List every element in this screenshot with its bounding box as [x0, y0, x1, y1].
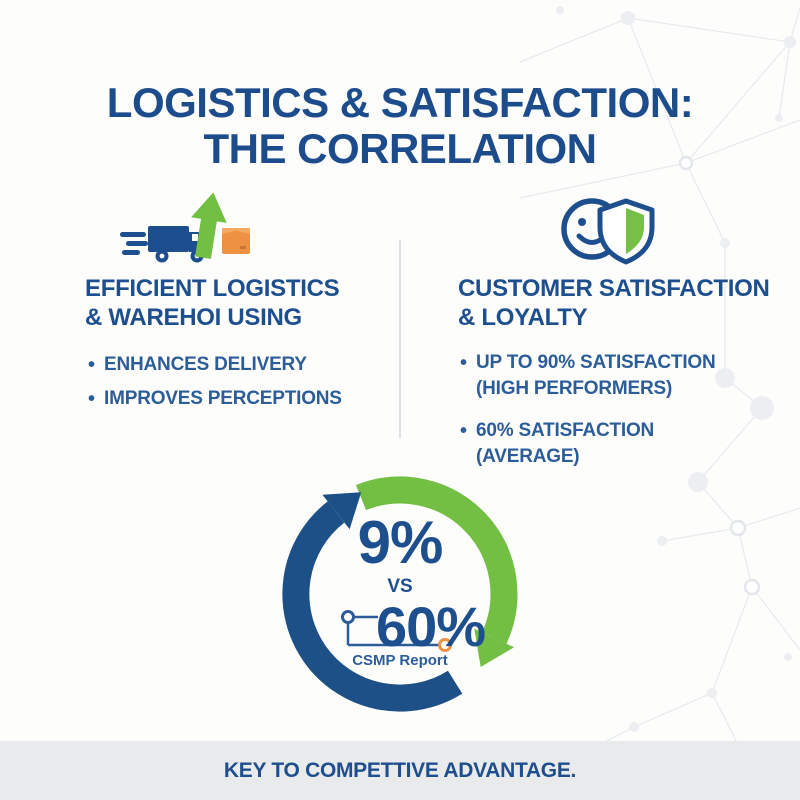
cycle-bottom-value: 60% [376, 595, 486, 658]
list-item: • IMPROVES PERCEPTIONS [88, 386, 342, 412]
logistics-icon-group [120, 192, 250, 263]
right-bullet-2-line2: (AVERAGE) [476, 446, 580, 467]
package-box-icon [222, 228, 250, 254]
left-heading-line2: & WAREHOI USING [85, 304, 302, 331]
list-item: • 60% SATISFACTION (AVERAGE) [460, 418, 740, 470]
left-heading: EFFICIENT LOGISTICS & WAREHOI USING [85, 274, 340, 332]
green-arc [355, 476, 518, 644]
page-title: LOGISTICS & SATISFACTION: THE CORRELATIO… [0, 80, 800, 172]
delivery-truck-icon [120, 226, 208, 263]
right-bullet-list: • UP TO 90% SATISFACTION (HIGH PERFORMER… [460, 350, 740, 478]
right-heading-line2: & LOYALTY [458, 304, 588, 331]
bullet-marker: • [460, 420, 468, 442]
blue-arc [282, 501, 463, 712]
blue-arrowhead-icon [322, 492, 362, 530]
footer-text: KEY TO COMPETTIVE ADVANTAGE. [223, 758, 577, 782]
right-bullet-1-line1: UP TO 90% SATISFACTION [476, 352, 716, 373]
cycle-source-label: CSMP Report [352, 652, 448, 669]
page-title-line1: LOGISTICS & SATISFACTION: [106, 79, 694, 126]
bullet-marker: • [88, 354, 96, 376]
cycle-diagram: 9% VS 60% CSMP Report [258, 468, 542, 720]
left-heading-line1: EFFICIENT LOGISTICS [85, 275, 340, 302]
satisfaction-icon-group [561, 198, 655, 265]
left-bullet-2: IMPROVES PERCEPTIONS [104, 388, 342, 409]
right-heading-line1: CUSTOMER SATISFACTION [458, 275, 770, 302]
right-bullet-1: UP TO 90% SATISFACTION (HIGH PERFORMERS) [476, 350, 716, 402]
shield-icon [597, 198, 655, 265]
left-bullet-list: • ENHANCES DELIVERY • IMPROVES PERCEPTIO… [88, 352, 342, 420]
column-divider [399, 240, 401, 438]
cycle-top-value: 9% [357, 509, 444, 576]
left-bullet-1: ENHANCES DELIVERY [104, 354, 307, 375]
growth-arrow-icon [191, 192, 227, 259]
page-title-line2: THE CORRELATION [203, 125, 597, 172]
right-bullet-2-line1: 60% SATISFACTION [476, 420, 655, 441]
bullet-marker: • [460, 352, 468, 374]
list-item: • ENHANCES DELIVERY [88, 352, 342, 378]
connector-end-node [438, 638, 452, 652]
right-bullet-1-line2: (HIGH PERFORMERS) [476, 378, 673, 399]
right-bullet-2: 60% SATISFACTION (AVERAGE) [476, 418, 654, 470]
list-item: • UP TO 90% SATISFACTION (HIGH PERFORMER… [460, 350, 740, 402]
connector-line [346, 615, 439, 647]
bullet-marker: • [88, 388, 96, 410]
green-arrowhead-icon [474, 628, 515, 667]
connector-start-node [341, 610, 355, 624]
right-heading: CUSTOMER SATISFACTION & LOYALTY [458, 274, 770, 332]
cycle-vs-label: VS [387, 576, 413, 597]
cycle-arrows-icon [282, 476, 518, 712]
footer-bar: KEY TO COMPETTIVE ADVANTAGE. [0, 741, 800, 800]
